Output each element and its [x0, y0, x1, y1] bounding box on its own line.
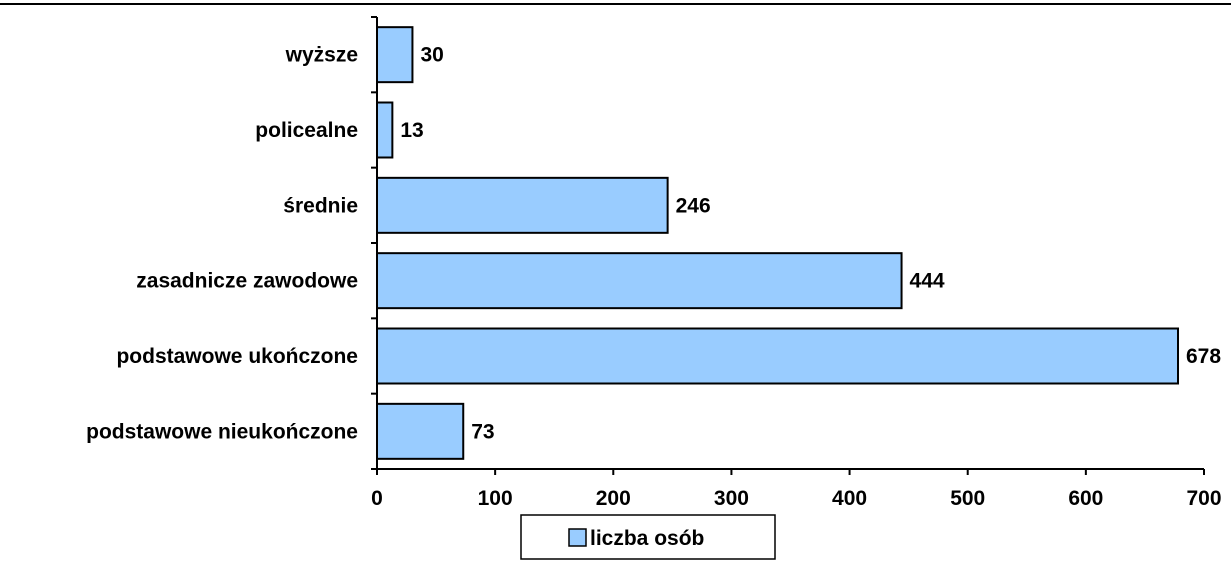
bar [376, 402, 465, 460]
x-tick-label: 500 [950, 487, 985, 510]
bar [376, 176, 669, 234]
category-label: podstawowe nieukończone [86, 420, 358, 443]
bar [376, 101, 394, 159]
bar-value-label: 73 [471, 420, 494, 443]
category-label: policealne [255, 119, 358, 142]
category-label: podstawowe ukończone [116, 345, 358, 368]
category-label: średnie [283, 194, 358, 217]
bars-group [376, 26, 1180, 460]
x-tick-label: 700 [1186, 487, 1221, 510]
labels-group: 73 podstawowe nieukończone 678 podstawowe u… [86, 44, 1221, 510]
bar-value-label: 246 [676, 194, 711, 217]
x-tick-label: 600 [1068, 487, 1103, 510]
legend-label: liczba osób [590, 527, 704, 550]
legend-frame [520, 514, 776, 560]
bar-value-label: 444 [910, 270, 945, 293]
axes-group [371, 16, 1205, 475]
bar-value-label: 678 [1186, 345, 1221, 368]
legend: liczba osób [520, 514, 776, 560]
bar [376, 26, 414, 84]
bar-value-label: 30 [420, 44, 443, 67]
x-tick-label: 100 [478, 487, 513, 510]
x-tick-label: 300 [714, 487, 749, 510]
bar-value-label: 13 [400, 119, 423, 142]
x-tick-label: 0 [371, 487, 383, 510]
legend-swatch [568, 528, 587, 547]
bar [376, 327, 1180, 385]
x-tick-label: 400 [832, 487, 867, 510]
x-tick-label: 200 [596, 487, 631, 510]
category-label: zasadnicze zawodowe [136, 270, 358, 293]
bar [376, 252, 903, 310]
category-label: wyższe [285, 44, 358, 67]
